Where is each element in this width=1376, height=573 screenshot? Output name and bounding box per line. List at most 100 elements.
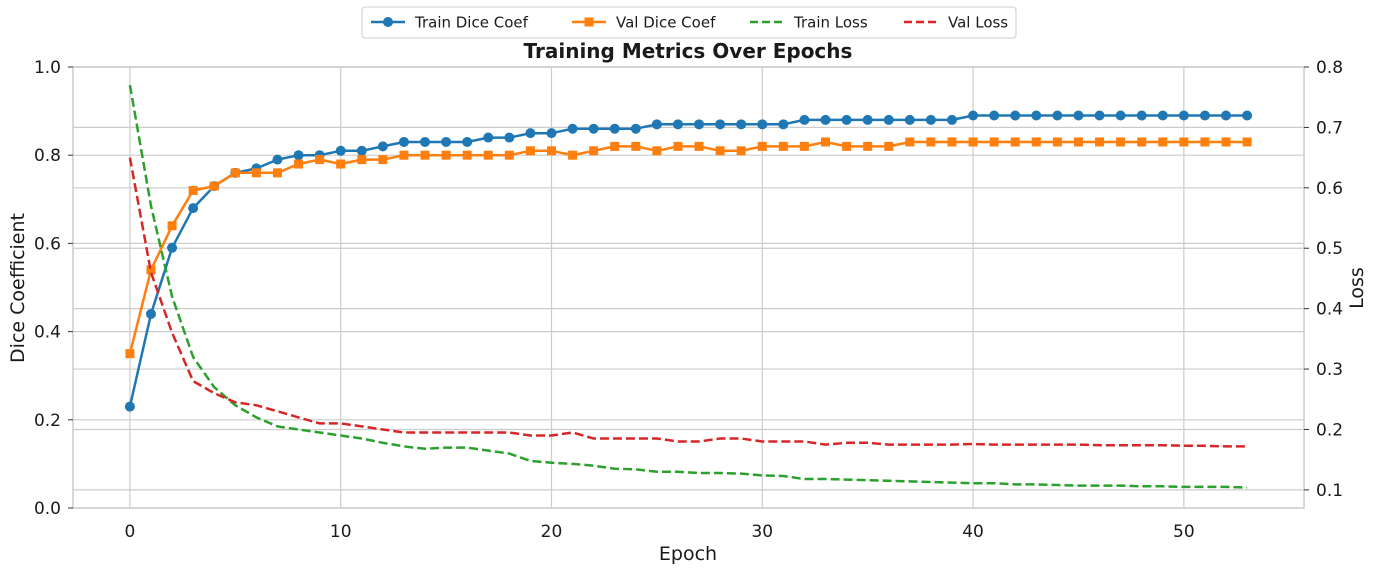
point-train-dice-coef [420, 136, 431, 147]
point-val-dice-coef [441, 150, 451, 160]
y-axis-label-left: Dice Coefficient [7, 213, 29, 363]
point-val-dice-coef [652, 146, 662, 156]
point-val-dice-coef [778, 141, 788, 151]
point-val-dice-coef [504, 150, 514, 160]
point-train-dice-coef [1094, 110, 1105, 121]
point-val-dice-coef [125, 349, 135, 359]
point-val-dice-coef [546, 146, 556, 156]
legend-label-train-loss: Train Loss [793, 14, 868, 32]
point-train-dice-coef [1136, 110, 1147, 121]
point-train-dice-coef [736, 119, 747, 130]
point-train-dice-coef [124, 401, 135, 412]
point-train-dice-coef [588, 123, 599, 134]
point-val-dice-coef [483, 150, 493, 160]
point-val-dice-coef [1010, 137, 1020, 147]
point-train-dice-coef [672, 119, 683, 130]
point-val-dice-coef [968, 137, 978, 147]
point-val-dice-coef [905, 137, 915, 147]
y-right-tick-label: 0.2 [1316, 420, 1343, 440]
point-val-dice-coef [378, 155, 388, 165]
y-left-tick-label: 0.0 [34, 499, 61, 519]
point-val-dice-coef [884, 141, 894, 151]
point-train-dice-coef [989, 110, 1000, 121]
point-val-dice-coef [336, 159, 346, 169]
point-val-dice-coef [715, 146, 725, 156]
point-val-dice-coef [525, 146, 535, 156]
point-train-dice-coef [525, 128, 536, 139]
point-train-dice-coef [1178, 110, 1189, 121]
point-val-dice-coef [1200, 137, 1210, 147]
point-train-dice-coef [1073, 110, 1084, 121]
y-right-tick-label: 0.3 [1316, 360, 1343, 380]
point-train-dice-coef [651, 119, 662, 130]
axes-layer [68, 66, 1309, 509]
point-val-dice-coef [230, 168, 240, 178]
point-val-dice-coef [1095, 137, 1105, 147]
y-right-tick-label: 0.4 [1316, 300, 1343, 320]
point-val-dice-coef [947, 137, 957, 147]
point-val-dice-coef [989, 137, 999, 147]
point-val-dice-coef [188, 185, 198, 195]
point-val-dice-coef [736, 146, 746, 156]
point-train-dice-coef [757, 119, 768, 130]
series-line-val-loss [128, 157, 1248, 448]
ticks-layer: 0 10 20 30 40 50 0.0 0.2 0.4 0.6 0.8 1.0 0.1 0.2 0.3 0.… [34, 58, 1343, 542]
point-train-dice-coef [820, 114, 831, 125]
point-val-dice-coef [1052, 137, 1062, 147]
point-val-dice-coef [568, 150, 578, 160]
point-train-dice-coef [356, 145, 367, 156]
point-train-dice-coef [1157, 110, 1168, 121]
x-axis-label: Epoch [659, 543, 717, 565]
y-left-tick-label: 0.2 [34, 411, 61, 431]
point-val-dice-coef [315, 155, 325, 165]
series-line-train-loss [128, 84, 1248, 489]
point-train-dice-coef [377, 141, 388, 152]
point-val-dice-coef [926, 137, 936, 147]
point-train-dice-coef [483, 132, 494, 143]
x-tick-label: 40 [962, 522, 984, 542]
y-right-tick-label: 0.5 [1316, 239, 1343, 259]
point-val-dice-coef [863, 141, 873, 151]
point-val-dice-coef [272, 168, 282, 178]
point-train-dice-coef [567, 123, 578, 134]
point-val-dice-coef [462, 150, 472, 160]
point-val-dice-coef [420, 150, 430, 160]
x-tick-label: 10 [330, 522, 352, 542]
legend-marker-train-dice-coef [383, 17, 393, 27]
point-train-dice-coef [694, 119, 705, 130]
point-train-dice-coef [441, 136, 452, 147]
point-val-dice-coef [167, 221, 177, 231]
point-val-dice-coef [1137, 137, 1147, 147]
point-train-dice-coef [1115, 110, 1126, 121]
point-train-dice-coef [841, 114, 852, 125]
legend-label-val-loss: Val Loss [948, 14, 1008, 32]
point-train-dice-coef [778, 119, 789, 130]
point-val-dice-coef [610, 141, 620, 151]
point-train-dice-coef [925, 114, 936, 125]
y-left-tick-label: 0.8 [34, 146, 61, 166]
legend-items: Train Dice Coef Val Dice Coef Train Loss Va… [371, 14, 1008, 32]
point-val-dice-coef [631, 141, 641, 151]
point-train-dice-coef [883, 114, 894, 125]
point-train-dice-coef [968, 110, 979, 121]
point-val-dice-coef [251, 168, 261, 178]
point-val-dice-coef [1242, 137, 1252, 147]
point-train-dice-coef [167, 242, 178, 253]
point-val-dice-coef [589, 146, 599, 156]
point-train-dice-coef [715, 119, 726, 130]
point-val-dice-coef [1031, 137, 1041, 147]
point-train-dice-coef [609, 123, 620, 134]
point-train-dice-coef [188, 203, 199, 214]
point-val-dice-coef [757, 141, 767, 151]
legend: Train Dice Coef Val Dice Coef Train Loss Va… [361, 6, 1017, 39]
x-tick-label: 20 [541, 522, 563, 542]
legend-label-train-dice-coef: Train Dice Coef [414, 14, 529, 32]
point-val-dice-coef [1158, 137, 1168, 147]
plot-background [73, 67, 1304, 508]
point-train-dice-coef [504, 132, 515, 143]
y-right-tick-label: 0.7 [1316, 118, 1343, 138]
point-train-dice-coef [1052, 110, 1063, 121]
x-tick-label: 0 [124, 522, 135, 542]
point-train-dice-coef [398, 136, 409, 147]
